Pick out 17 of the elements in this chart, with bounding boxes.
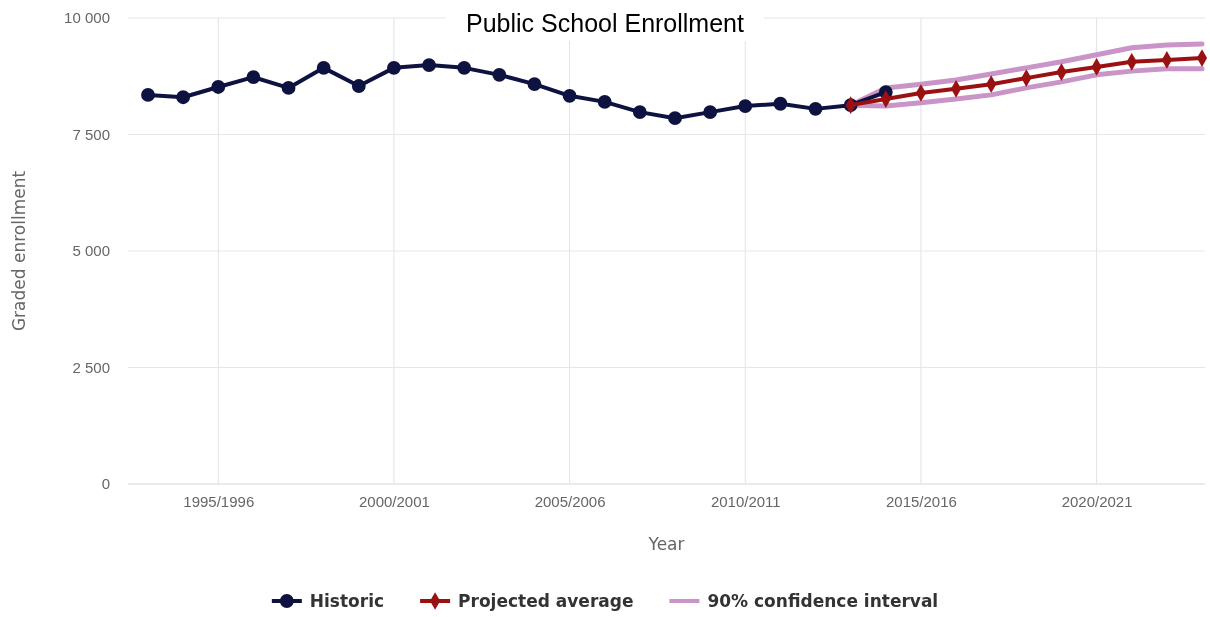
- y-tick-label: 5 000: [72, 242, 110, 260]
- y-tick-label: 10 000: [64, 9, 110, 27]
- x-tick-label: 1995/1996: [183, 492, 255, 510]
- x-axis-title: Year: [647, 534, 685, 554]
- legend-label: Historic: [309, 591, 385, 611]
- legend-label: 90% confidence interval: [707, 591, 939, 611]
- x-tick-label: 2020/2021: [1061, 492, 1133, 510]
- legend-label: Projected average: [458, 591, 634, 611]
- y-tick-label: 0: [101, 475, 110, 493]
- x-tick-label: 2000/2001: [358, 492, 430, 510]
- y-tick-label: 2 500: [72, 358, 110, 376]
- chart-title: Public School Enrollment: [466, 9, 745, 37]
- y-tick-label: 7 500: [72, 125, 110, 143]
- y-axis-title: Graded enrollment: [9, 170, 29, 332]
- x-tick-label: 2015/2016: [885, 492, 957, 510]
- x-tick-label: 2010/2011: [710, 492, 781, 510]
- x-tick-label: 2005/2006: [534, 492, 606, 510]
